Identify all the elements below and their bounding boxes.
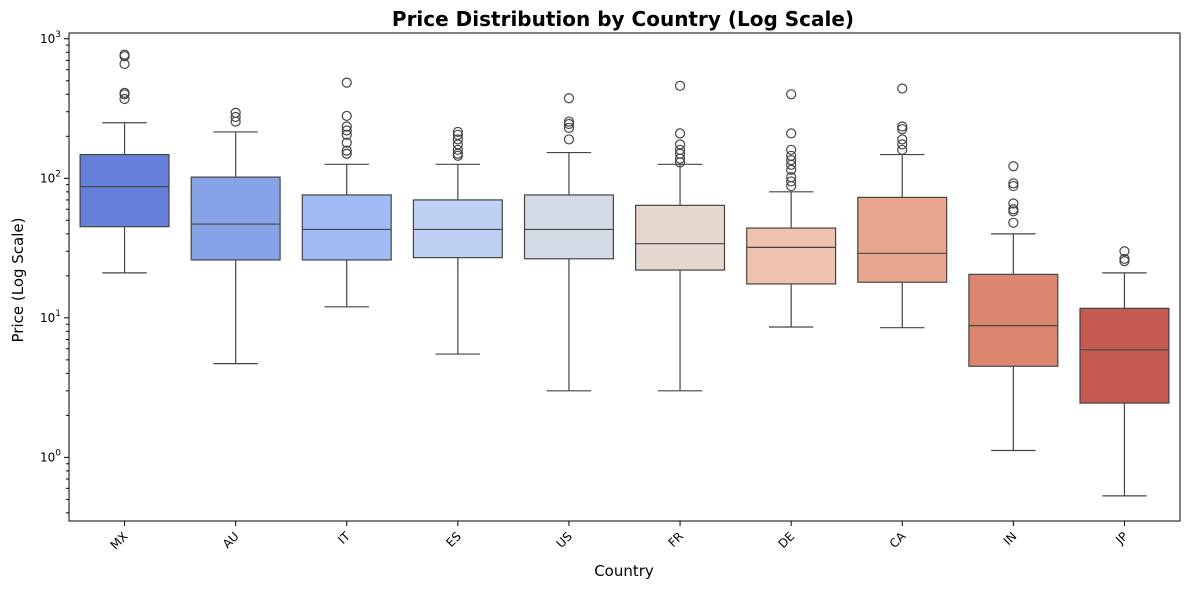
- outlier-point: [1008, 161, 1019, 172]
- outlier-point: [452, 134, 463, 145]
- box: [1079, 307, 1170, 404]
- outlier-point: [786, 89, 797, 100]
- outlier-point: [1008, 204, 1019, 215]
- outlier-point: [1119, 253, 1130, 264]
- outlier-point: [897, 83, 908, 94]
- y-axis: 100 101 102 103: [40, 30, 69, 514]
- box: [746, 227, 837, 285]
- y-tick-label: 103: [40, 30, 61, 46]
- outlier-point: [897, 134, 908, 145]
- outlier-point: [563, 118, 575, 130]
- outlier-point: [563, 93, 575, 104]
- x-axis-label: Country: [594, 562, 654, 580]
- box-group-ca: [857, 83, 948, 329]
- outlier-point: [230, 111, 241, 123]
- box: [190, 176, 281, 261]
- outlier-point: [119, 93, 130, 105]
- outlier-point: [674, 128, 686, 139]
- outlier-point: [786, 150, 797, 161]
- x-tick-label: JP: [1112, 529, 1130, 547]
- outlier-point: [452, 126, 463, 138]
- outlier-point: [341, 137, 352, 148]
- outlier-point: [452, 144, 463, 155]
- outlier-point: [452, 129, 463, 140]
- outlier-point: [563, 122, 575, 133]
- x-tick-label: DE: [775, 529, 797, 551]
- outlier-point: [341, 125, 352, 136]
- outlier-point: [230, 107, 241, 118]
- outlier-point: [674, 80, 686, 91]
- outlier-point: [341, 121, 352, 132]
- box-group-fr: [635, 80, 726, 392]
- outlier-point: [119, 49, 130, 60]
- outlier-point: [897, 139, 908, 150]
- box: [79, 153, 170, 228]
- outlier-point: [897, 124, 908, 135]
- outlier-point: [1008, 217, 1019, 228]
- outlier-point: [563, 116, 575, 127]
- box: [968, 273, 1059, 367]
- x-tick-label: AU: [220, 529, 242, 551]
- outlier-point: [563, 134, 575, 145]
- outlier-point: [786, 176, 797, 187]
- outlier-point: [1119, 246, 1130, 257]
- outlier-point: [341, 110, 352, 122]
- x-tick-label: ES: [443, 529, 464, 550]
- box: [857, 196, 948, 283]
- x-tick-label: FR: [665, 529, 686, 550]
- outlier-point: [1008, 178, 1019, 189]
- outlier-point: [1008, 198, 1019, 209]
- x-tick-label: MX: [108, 529, 131, 552]
- box-group-de: [746, 89, 837, 328]
- box-group-mx: [79, 49, 170, 274]
- box-group-us: [523, 93, 614, 392]
- outlier-point: [1008, 180, 1019, 192]
- outlier-point: [674, 139, 686, 150]
- outlier-point: [897, 121, 908, 132]
- outlier-point: [786, 172, 797, 183]
- outlier-point: [786, 128, 797, 139]
- outlier-point: [341, 145, 352, 156]
- box: [523, 194, 614, 260]
- outlier-point: [119, 87, 130, 98]
- box-group-it: [301, 77, 392, 308]
- box: [635, 204, 726, 271]
- x-tick-label: CA: [887, 529, 909, 551]
- outlier-point: [674, 144, 686, 155]
- box-group-au: [190, 107, 281, 365]
- box-group-in: [968, 161, 1059, 452]
- outlier-point: [341, 129, 352, 140]
- x-tick-label: IT: [335, 529, 353, 547]
- x-tick-label: US: [554, 529, 576, 551]
- plot-frame: [68, 32, 1181, 522]
- box-group-jp: [1079, 246, 1170, 497]
- box-group-es: [412, 126, 503, 355]
- x-tick-label: IN: [1001, 529, 1020, 548]
- x-axis: MX AU IT ES US FR DE CA IN JP: [108, 521, 1131, 552]
- box: [412, 199, 503, 259]
- outlier-point: [786, 164, 797, 175]
- y-tick-label: 101: [40, 309, 61, 325]
- plot-area: [79, 49, 1170, 497]
- box: [301, 194, 392, 261]
- outlier-point: [897, 144, 908, 155]
- outlier-point: [341, 77, 352, 88]
- outlier-point: [786, 155, 797, 166]
- outlier-point: [786, 144, 797, 155]
- y-tick-label: 102: [40, 169, 61, 185]
- outlier-point: [341, 148, 352, 159]
- chart-title: Price Distribution by Country (Log Scale…: [392, 7, 854, 31]
- y-tick-label: 100: [40, 448, 61, 464]
- y-axis-label: Price (Log Scale): [9, 218, 27, 343]
